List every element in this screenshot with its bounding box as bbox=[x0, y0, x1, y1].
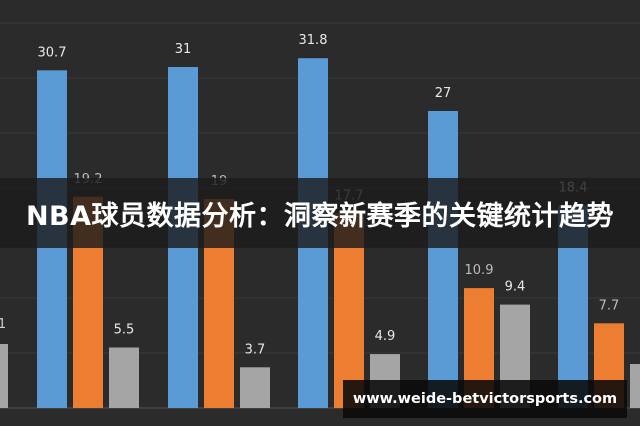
value-label-series3-group1: 5.5 bbox=[114, 323, 135, 338]
url-text: www.weide-betvictorsports.com bbox=[352, 391, 618, 407]
partial-left-group: 1 bbox=[0, 317, 8, 408]
value-label-series3-group2: 3.7 bbox=[245, 342, 266, 357]
value-label-series2-group5: 7.7 bbox=[599, 298, 620, 313]
page-title: NBA球员数据分析：洞察新赛季的关键统计趋势 bbox=[25, 200, 615, 232]
title-banner: NBA球员数据分析：洞察新赛季的关键统计趋势 bbox=[0, 178, 640, 248]
value-label-series3-group3: 4.9 bbox=[375, 329, 396, 344]
bar-series1-group4 bbox=[428, 111, 458, 408]
url-watermark: www.weide-betvictorsports.com bbox=[343, 380, 627, 418]
value-label-series2-group4: 10.9 bbox=[465, 263, 494, 278]
bar-series3-group5 bbox=[630, 364, 640, 408]
partial-gray-label: 1 bbox=[0, 317, 6, 332]
partial-gray-bar bbox=[0, 344, 8, 408]
value-label-series1-group2: 31 bbox=[175, 42, 192, 57]
value-label-series1-group1: 30.7 bbox=[38, 45, 67, 60]
value-label-series1-group4: 27 bbox=[435, 86, 452, 101]
bar-series3-group2 bbox=[240, 367, 270, 408]
bar-series3-group1 bbox=[109, 347, 139, 408]
value-label-series3-group4: 9.4 bbox=[505, 280, 526, 295]
value-label-series1-group3: 31.8 bbox=[299, 33, 328, 48]
